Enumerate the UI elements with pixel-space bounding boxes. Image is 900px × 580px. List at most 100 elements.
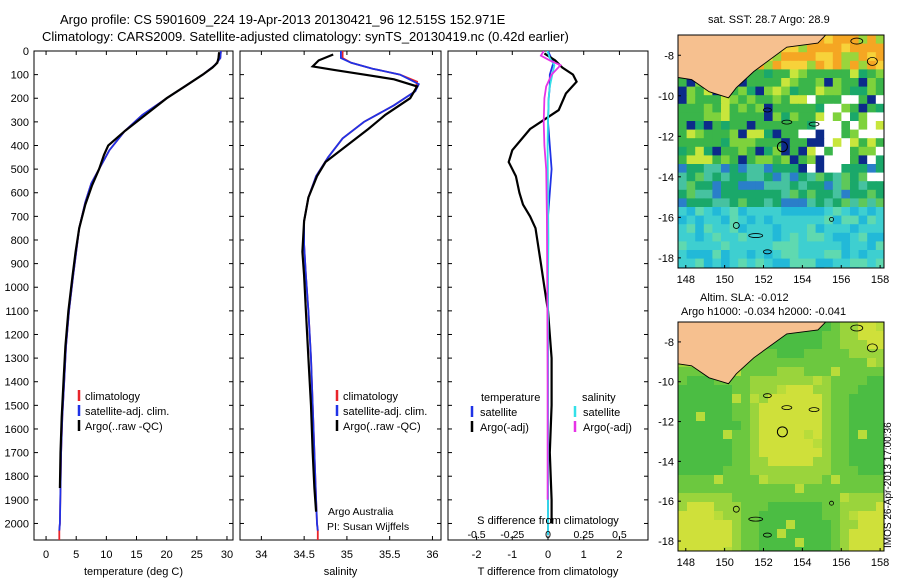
plot-frame	[33, 50, 234, 541]
annotation-pi: PI: Susan Wijffels	[327, 521, 409, 533]
x-tick-label: 34.5	[293, 549, 314, 561]
x-axis-label: temperature (deg C)	[84, 566, 183, 578]
x-tick-label: 152	[754, 557, 772, 569]
map-field	[678, 322, 884, 551]
island-outline	[781, 119, 793, 125]
legend-label: climatology	[343, 391, 399, 403]
y-tick-label: 1100	[5, 306, 29, 318]
x-axis-label: salinity	[324, 566, 358, 578]
island-outline	[850, 37, 864, 45]
annotation-institution: Argo Australia	[328, 506, 394, 518]
difference-panel: -2 -1 0 1 2 T difference from climatology temp…	[447, 50, 649, 578]
x-tick-label: 158	[871, 274, 889, 286]
map-frame	[677, 34, 885, 269]
plot-frame	[239, 50, 442, 541]
y-tick-label: 1000	[5, 282, 29, 294]
series-line-satellite-adj-clim-	[58, 51, 222, 531]
x-tick-label: 156	[832, 274, 850, 286]
series-line-satellite-adj-clim-	[303, 51, 421, 531]
x-tick-label: 35.5	[379, 549, 400, 561]
x-tick-label: 156	[832, 557, 850, 569]
x-tick-label-s: 0	[545, 529, 551, 541]
argo-position-marker	[776, 426, 788, 438]
y-tick-label: -14	[658, 172, 674, 184]
series-line-argo-raw-qc-	[58, 52, 221, 489]
land-new-guinea	[678, 322, 827, 385]
legend-label: satellite	[583, 407, 620, 419]
x-tick-label: 0	[545, 549, 551, 561]
x-tick-label: 150	[715, 557, 733, 569]
y-tick-label: -18	[658, 536, 674, 548]
island-outline	[850, 324, 864, 332]
x-tick-label-s: -0.5	[468, 529, 486, 541]
island-outline	[748, 233, 764, 238]
y-tick-label: 400	[11, 140, 29, 152]
x-tick-label: 148	[677, 557, 695, 569]
y-tick-label: -16	[658, 212, 674, 224]
salinity-panel: 34 34.5 35 35.5 36 salinity climatology satelli…	[239, 50, 442, 578]
x-tick-label: 25	[191, 549, 203, 561]
y-tick-label: -16	[658, 496, 674, 508]
island-outline	[866, 343, 878, 353]
x-tick-label: 154	[793, 274, 811, 286]
x-tick-label: 10	[100, 549, 112, 561]
x-tick-label: 20	[161, 549, 173, 561]
y-tick-label: 1500	[5, 400, 29, 412]
y-tick-label: 700	[11, 211, 29, 223]
island-outline	[762, 393, 772, 399]
series-line-s-argo-adj-	[539, 51, 563, 500]
map-frame	[677, 321, 885, 552]
legend-label: Argo(..raw -QC)	[343, 421, 421, 433]
sst-map: 148 150 152 154 156 158 -8 -10 -12 -14 -16 -18	[658, 34, 889, 286]
y-tick-label: -12	[658, 417, 674, 429]
island-outline	[781, 405, 793, 411]
legend-label: Argo(-adj)	[583, 422, 632, 434]
x-tick-label: 5	[73, 549, 79, 561]
island-outline	[829, 216, 834, 222]
x-tick-label: 15	[130, 549, 142, 561]
y-tick-label: 300	[11, 117, 29, 129]
series-line-climatology	[58, 51, 222, 540]
x-tick-label: 36	[426, 549, 438, 561]
x-axis-label-top: S difference from climatology	[477, 515, 619, 527]
sst-map-title: sat. SST: 28.7 Argo: 28.9	[708, 14, 830, 26]
x-tick-label: 30	[221, 549, 233, 561]
legend-label: Argo(..raw -QC)	[85, 421, 163, 433]
legend-title-salinity: salinity	[582, 392, 616, 404]
temperature-panel: 0 5 10 15 20 25 300100200300400500600700800900…	[5, 46, 234, 578]
y-tick-label: 1900	[5, 495, 29, 507]
y-tick-label: -12	[658, 131, 674, 143]
y-tick-label: 1400	[5, 377, 29, 389]
y-tick-label: 500	[11, 164, 29, 176]
sla-map-title-line-2: Argo h1000: -0.034 h2000: -0.041	[681, 306, 847, 318]
y-tick-label: 600	[11, 188, 29, 200]
figure-title-line-1: Argo profile: CS 5901609_224 19-Apr-2013…	[60, 12, 506, 27]
y-tick-label: -14	[658, 456, 674, 468]
x-tick-label: 1	[581, 549, 587, 561]
x-axis-label: T difference from climatology	[478, 566, 619, 578]
island-outline	[762, 249, 772, 255]
legend-title-temperature: temperature	[481, 392, 540, 404]
map-field	[678, 35, 884, 268]
y-tick-label: 1300	[5, 353, 29, 365]
x-tick-label: 35	[341, 549, 353, 561]
legend-label: Argo(-adj)	[480, 422, 529, 434]
x-tick-label: 148	[677, 274, 695, 286]
x-tick-label: 158	[871, 557, 889, 569]
figure-title-line-2: Climatology: CARS2009. Satellite-adjuste…	[42, 29, 569, 44]
y-tick-label: -18	[658, 253, 674, 265]
island-outline	[748, 516, 764, 522]
y-tick-label: -10	[658, 91, 674, 103]
legend-label: climatology	[85, 391, 141, 403]
island-outline	[808, 121, 820, 127]
legend-label: satellite-adj. clim.	[85, 406, 169, 418]
x-tick-label: 154	[793, 557, 811, 569]
x-tick-label-s: 0.5	[612, 529, 627, 541]
legend-label: satellite-adj. clim.	[343, 406, 427, 418]
x-tick-label: 150	[715, 274, 733, 286]
y-tick-label: 800	[11, 235, 29, 247]
island-outline	[732, 505, 740, 513]
y-tick-label: 2000	[5, 518, 29, 530]
y-tick-label: 1800	[5, 471, 29, 483]
